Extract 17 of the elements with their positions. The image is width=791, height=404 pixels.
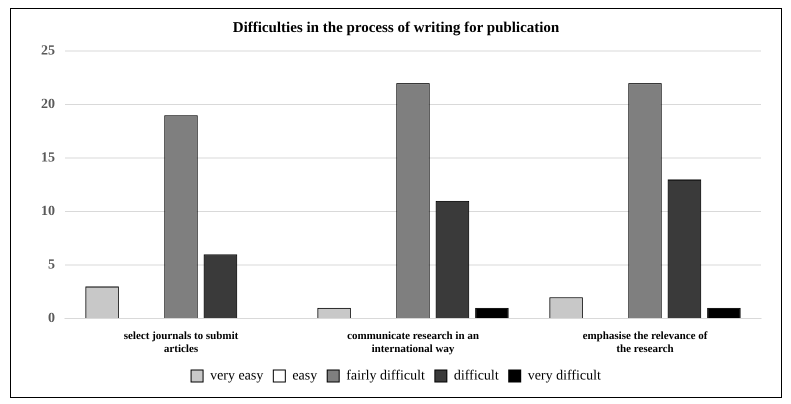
x-tick-label: communicate research in an international way — [347, 330, 479, 356]
legend-label: easy — [292, 368, 318, 384]
y-tick-label: 15 — [41, 150, 55, 166]
bar — [475, 308, 509, 318]
y-tick-label: 10 — [41, 204, 55, 220]
legend-label: very easy — [210, 368, 264, 384]
y-tick-label: 25 — [41, 44, 55, 59]
y-tick-label: 20 — [41, 97, 55, 112]
legend-label: very difficult — [528, 368, 602, 384]
y-tick-label: 5 — [48, 258, 55, 273]
legend-label: difficult — [454, 368, 499, 384]
x-tick-label: emphasise the relevance of the research — [582, 330, 708, 356]
y-tick-label: 0 — [48, 311, 55, 326]
bar — [707, 308, 741, 318]
legend-label: fairly difficult — [346, 368, 425, 384]
x-tick-label: select journals to submit articles — [124, 330, 239, 356]
chart-title: Difficulties in the process of writing for publication — [232, 20, 560, 36]
